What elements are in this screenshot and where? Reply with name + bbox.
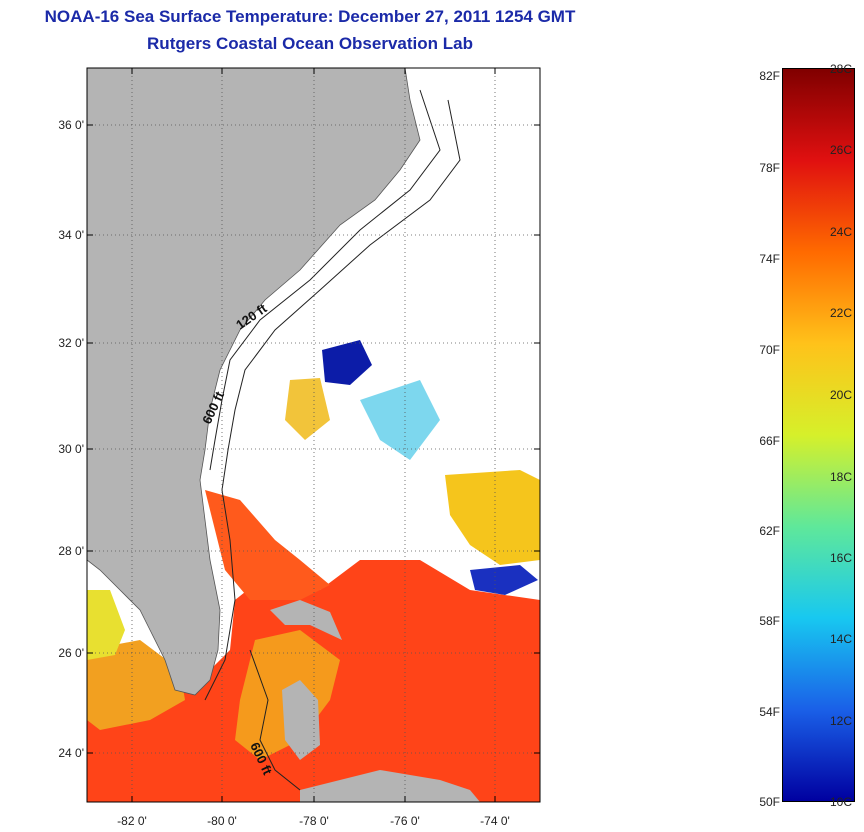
colorbar-label-62f: 62F (759, 524, 780, 538)
colorbar-label-28c: 28C (830, 62, 853, 76)
colorbar-label-78f: 78F (759, 161, 780, 175)
colorbar-label-24c: 24C (830, 225, 853, 239)
cold-sst-patch-2 (470, 565, 538, 595)
us-mainland (87, 68, 421, 696)
colorbar-label-74f: 74F (759, 252, 780, 266)
colorbar-label-54f: 54F (759, 705, 780, 719)
yellow-sst-patch-north (285, 378, 330, 440)
orange-sst-patch-2 (87, 640, 185, 730)
yellow-sst-patch-west (87, 590, 125, 660)
colorbar-label-10c: 10C (830, 795, 853, 809)
cyan-sst-patch (360, 380, 440, 460)
colorbar-label-20c: 20C (830, 388, 853, 402)
colorbar-label-66f: 66F (759, 434, 780, 448)
colorbar-label-70f: 70F (759, 343, 780, 357)
cold-sst-patch (322, 340, 372, 385)
lat-label-24: 24 0' (58, 746, 84, 760)
lon-label-74: -74 0' (480, 814, 510, 828)
lat-label-28: 28 0' (58, 544, 84, 558)
colorbar-label-16c: 16C (830, 551, 853, 565)
lat-label-32: 32 0' (58, 336, 84, 350)
lat-label-26: 26 0' (58, 646, 84, 660)
cuba-land (300, 770, 480, 802)
gulfstream-warm-band (205, 490, 330, 600)
colorbar-label-82f: 82F (759, 69, 780, 83)
lon-label-80: -80 0' (207, 814, 237, 828)
isobath-120ft (209, 89, 441, 471)
colorbar-label-58f: 58F (759, 614, 780, 628)
colorbar-label-22c: 22C (830, 306, 853, 320)
colorbar-label-14c: 14C (830, 632, 853, 646)
yellow-sst-patch-east (445, 470, 540, 565)
colorbar-label-50f: 50F (759, 795, 780, 809)
colorbar-label-26c: 26C (830, 143, 853, 157)
andros-island (282, 680, 320, 760)
temperature-colorbar (782, 68, 855, 802)
lat-label-30: 30 0' (58, 442, 84, 456)
isobath-600ft (204, 99, 461, 701)
lon-label-76: -76 0' (390, 814, 420, 828)
map-title: NOAA-16 Sea Surface Temperature: Decembe… (44, 7, 576, 26)
colorbar-label-18c: 18C (830, 470, 853, 484)
lat-label-36: 36 0' (58, 118, 84, 132)
frame-ticks (87, 68, 540, 802)
map-subtitle: Rutgers Coastal Ocean Observation Lab (147, 34, 473, 53)
lon-label-78: -78 0' (299, 814, 329, 828)
bahamas-land (270, 600, 342, 640)
lat-label-34: 34 0' (58, 228, 84, 242)
isobath-600ft-south (249, 649, 301, 791)
colorbar-label-12c: 12C (830, 714, 853, 728)
lon-label-82: -82 0' (117, 814, 147, 828)
